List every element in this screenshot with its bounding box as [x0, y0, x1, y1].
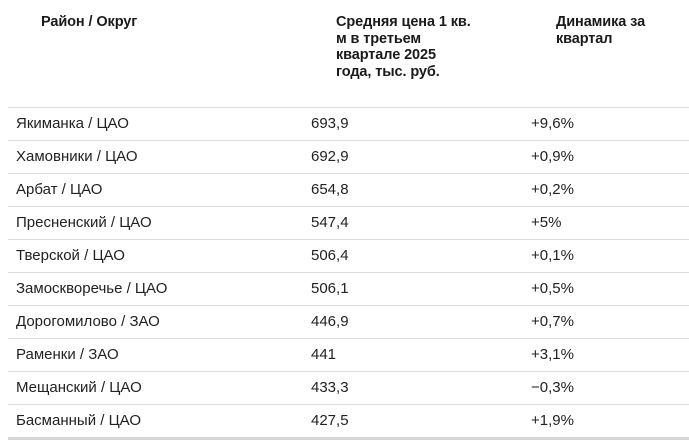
table-row: Тверской / ЦАО 506,4 +0,1%	[8, 240, 689, 273]
price-cell: 446,9	[311, 313, 349, 330]
change-cell: +0,1%	[531, 247, 574, 264]
table-row: Арбат / ЦАО 654,8 +0,2%	[8, 174, 689, 207]
district-cell: Тверской / ЦАО	[16, 247, 125, 264]
change-cell: +0,9%	[531, 148, 574, 165]
change-cell: +1,9%	[531, 412, 574, 429]
header-change-line: квартал	[556, 30, 613, 47]
price-cell: 547,4	[311, 214, 349, 231]
price-cell: 692,9	[311, 148, 349, 165]
table-row: Дорогомилово / ЗАО 446,9 +0,7%	[8, 306, 689, 339]
table-row: Якиманка / ЦАО 693,9 +9,6%	[8, 108, 689, 141]
district-cell: Замоскворечье / ЦАО	[16, 280, 168, 297]
district-cell: Мещанский / ЦАО	[16, 379, 142, 396]
table-row: Басманный / ЦАО 427,5 +1,9%	[8, 405, 689, 440]
price-cell: 506,1	[311, 280, 349, 297]
district-cell: Якиманка / ЦАО	[16, 115, 129, 132]
price-cell: 441	[311, 346, 337, 363]
change-cell: −0,3%	[531, 379, 574, 396]
header-price: Средняя цена 1 кв. м в третьем квартале …	[336, 14, 496, 80]
change-cell: +0,5%	[531, 280, 574, 297]
change-cell: +3,1%	[531, 346, 574, 363]
table-row: Замоскворечье / ЦАО 506,1 +0,5%	[8, 273, 689, 306]
header-district: Район / Округ	[41, 14, 138, 30]
district-cell: Пресненский / ЦАО	[16, 214, 152, 231]
header-price-line: года, тыс. руб.	[336, 63, 440, 80]
district-cell: Арбат / ЦАО	[16, 181, 103, 198]
header-price-line: квартале 2025	[336, 47, 436, 63]
change-cell: +9,6%	[531, 115, 574, 132]
table-row: Хамовники / ЦАО 692,9 +0,9%	[8, 141, 689, 174]
header-price-line: м в третьем	[336, 30, 422, 47]
district-cell: Хамовники / ЦАО	[16, 148, 138, 165]
district-cell: Басманный / ЦАО	[16, 412, 142, 429]
change-cell: +5%	[531, 214, 562, 231]
header-change: Динамика за квартал	[556, 14, 676, 47]
table-header: Район / Округ Средняя цена 1 кв. м в тре…	[8, 0, 689, 108]
price-cell: 427,5	[311, 412, 349, 429]
price-cell: 506,4	[311, 247, 349, 264]
header-change-line: Динамика за	[556, 14, 646, 30]
change-cell: +0,2%	[531, 181, 574, 198]
table-row: Пресненский / ЦАО 547,4 +5%	[8, 207, 689, 240]
price-table: Район / Округ Средняя цена 1 кв. м в тре…	[8, 0, 689, 440]
price-cell: 433,3	[311, 379, 349, 396]
header-price-line: Средняя цена 1 кв.	[336, 14, 471, 30]
district-cell: Дорогомилово / ЗАО	[16, 313, 160, 330]
table-row: Раменки / ЗАО 441 +3,1%	[8, 339, 689, 372]
price-cell: 654,8	[311, 181, 349, 198]
district-cell: Раменки / ЗАО	[16, 346, 119, 363]
table-row: Мещанский / ЦАО 433,3 −0,3%	[8, 372, 689, 405]
price-cell: 693,9	[311, 115, 349, 132]
change-cell: +0,7%	[531, 313, 574, 330]
